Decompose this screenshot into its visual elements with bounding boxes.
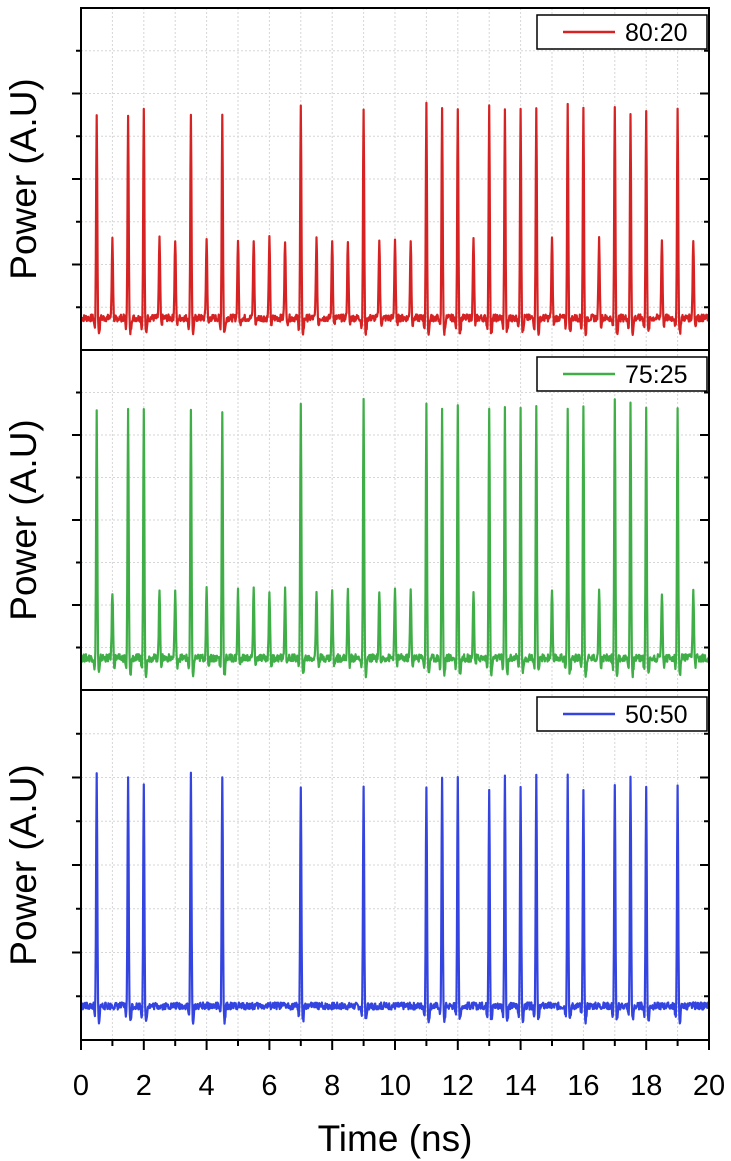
x-axis-title: Time (ns) [318, 1118, 473, 1159]
legend-label: 75:25 [625, 361, 688, 389]
series-line-80-20 [80, 101, 711, 337]
x-tick-label: 10 [379, 1070, 411, 1102]
legend-label: 80:20 [625, 19, 688, 47]
y-axis-title: Power (A.U) [3, 78, 44, 279]
x-tick-label: 14 [504, 1070, 536, 1102]
panel-2: Power (A.U) 50:50 [3, 689, 711, 1041]
series-line-50-50 [79, 771, 711, 1025]
x-tick-label: 4 [199, 1070, 215, 1102]
x-tick-label: 16 [567, 1070, 599, 1102]
x-tick-label: 2 [136, 1070, 152, 1102]
legend-box [536, 14, 708, 50]
y-axis-title: Power (A.U) [3, 764, 44, 965]
x-tick-label: 18 [630, 1070, 662, 1102]
x-tick-label: 0 [73, 1070, 89, 1102]
panel-1: Power (A.U) 75:25 [3, 349, 711, 691]
y-axis-title: Power (A.U) [3, 419, 44, 620]
panel-0: Power (A.U) 80:20 [3, 7, 711, 351]
x-tick-label: 20 [693, 1070, 725, 1102]
legend-label: 50:50 [625, 701, 688, 729]
series-line-75-25 [79, 397, 711, 679]
x-tick-label: 12 [442, 1070, 474, 1102]
x-tick-label: 6 [261, 1070, 277, 1102]
x-tick-label: 8 [324, 1070, 340, 1102]
